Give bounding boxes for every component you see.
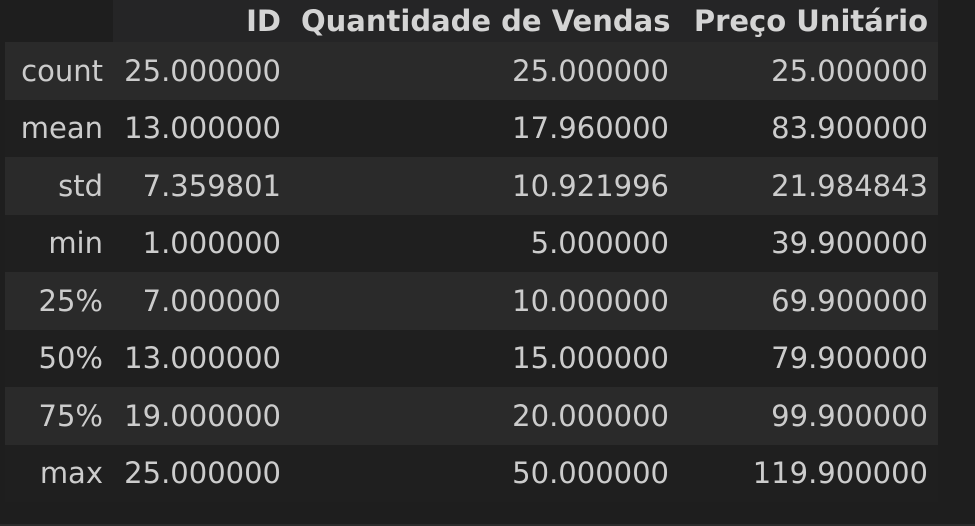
table-row: 25% 7.000000 10.000000 69.900000 xyxy=(5,272,938,330)
cell-preco: 119.900000 xyxy=(752,456,928,491)
row-label: 25% xyxy=(38,283,103,318)
table-row: max 25.000000 50.000000 119.900000 xyxy=(5,444,938,502)
cell-preco: 39.900000 xyxy=(771,226,928,261)
cell-preco: 69.900000 xyxy=(771,283,928,318)
table-row: 75% 19.000000 20.000000 99.900000 xyxy=(5,387,938,445)
cell-id: 25.000000 xyxy=(124,456,281,491)
cell-id: 25.000000 xyxy=(124,53,281,88)
cell-id: 1.000000 xyxy=(142,226,281,261)
cell-id: 7.000000 xyxy=(142,283,281,318)
table-header-row: ID Quantidade de Vendas Preço Unitário xyxy=(5,0,938,42)
cell-id: 19.000000 xyxy=(124,398,281,433)
row-label: 75% xyxy=(38,398,103,433)
cell-quantidade: 25.000000 xyxy=(512,53,669,88)
row-label: std xyxy=(58,168,103,203)
table-row: 50% 13.000000 15.000000 79.900000 xyxy=(5,329,938,387)
cell-preco: 79.900000 xyxy=(771,341,928,376)
column-header-preco-unitario: Preço Unitário xyxy=(679,0,938,42)
table-row: mean 13.000000 17.960000 83.900000 xyxy=(5,99,938,157)
table-row: std 7.359801 10.921996 21.984843 xyxy=(5,157,938,215)
cell-preco: 83.900000 xyxy=(771,111,928,146)
row-label: count xyxy=(21,53,103,88)
table-row: min 1.000000 5.000000 39.900000 xyxy=(5,214,938,272)
table-row: count 25.000000 25.000000 25.000000 xyxy=(5,42,938,100)
column-header-id: ID xyxy=(113,0,291,42)
column-header-quantidade-de-vendas: Quantidade de Vendas xyxy=(291,0,679,42)
cell-id: 13.000000 xyxy=(124,111,281,146)
cell-preco: 21.984843 xyxy=(771,168,928,203)
cell-id: 13.000000 xyxy=(124,341,281,376)
row-label: min xyxy=(48,226,103,261)
cell-quantidade: 15.000000 xyxy=(512,341,669,376)
row-label: 50% xyxy=(38,341,103,376)
cell-quantidade: 10.000000 xyxy=(512,283,669,318)
cell-preco: 25.000000 xyxy=(771,53,928,88)
index-header xyxy=(5,0,113,42)
row-label: mean xyxy=(20,111,103,146)
describe-table: ID Quantidade de Vendas Preço Unitário c… xyxy=(5,0,938,502)
cell-quantidade: 10.921996 xyxy=(512,168,669,203)
row-label: max xyxy=(39,456,103,491)
cell-preco: 99.900000 xyxy=(771,398,928,433)
cell-quantidade: 5.000000 xyxy=(530,226,669,261)
cell-quantidade: 20.000000 xyxy=(512,398,669,433)
cell-quantidade: 17.960000 xyxy=(512,111,669,146)
cell-quantidade: 50.000000 xyxy=(512,456,669,491)
cell-id: 7.359801 xyxy=(142,168,281,203)
